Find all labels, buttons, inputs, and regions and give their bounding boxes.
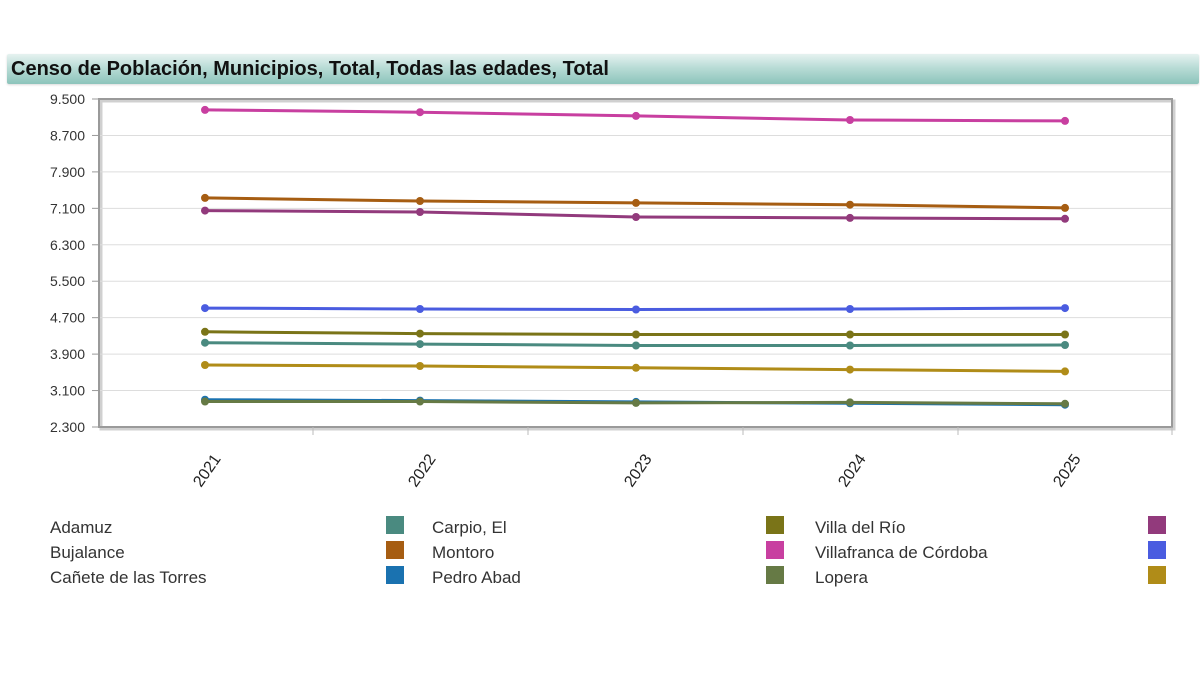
series-lopera[interactable] — [201, 361, 1069, 376]
y-tick-label: 8.700 — [50, 127, 85, 143]
data-point[interactable] — [1061, 341, 1069, 349]
data-point[interactable] — [632, 363, 640, 372]
data-point[interactable] — [632, 341, 640, 350]
data-point[interactable] — [632, 198, 640, 207]
legend-swatch-icon[interactable] — [766, 516, 784, 534]
legend-label[interactable]: Bujalance — [50, 543, 125, 562]
data-point[interactable] — [201, 327, 209, 336]
legend-label[interactable]: Lopera — [815, 568, 868, 587]
x-tick-label: 2025 — [1050, 451, 1084, 490]
legend-label[interactable]: Montoro — [432, 543, 495, 562]
x-tick-label: 2022 — [405, 451, 439, 490]
y-tick-label: 2.300 — [50, 419, 85, 435]
data-point[interactable] — [416, 362, 424, 370]
legend-swatch-icon[interactable] — [386, 541, 404, 559]
legend-swatch-icon[interactable] — [1148, 566, 1166, 584]
data-point[interactable] — [416, 340, 424, 349]
legend-swatch-icon[interactable] — [1148, 516, 1166, 534]
data-point[interactable] — [201, 361, 209, 369]
chart-title-bar: Censo de Población, Municipios, Total, T… — [7, 54, 1199, 84]
chart-legend: Adamuz Carpio, El Villa del Río Bujalance Mo… — [0, 512, 1200, 592]
legend-swatch-icon[interactable] — [386, 566, 404, 584]
x-tick-label: 2023 — [621, 451, 655, 490]
data-point[interactable] — [846, 200, 854, 209]
data-point[interactable] — [846, 398, 854, 407]
data-point[interactable] — [1061, 214, 1069, 223]
line-chart: 9.500 8.700 7.900 7.100 6.300 5.500 4.700 3.900… — [50, 91, 1176, 490]
data-point[interactable] — [846, 213, 854, 222]
legend-swatch-icon[interactable] — [386, 516, 404, 534]
data-point[interactable] — [1061, 367, 1069, 376]
y-tick-label: 6.300 — [50, 237, 85, 253]
data-point[interactable] — [632, 398, 640, 407]
y-tick-label: 3.100 — [50, 383, 85, 399]
legend-label[interactable]: Carpio, El — [432, 518, 507, 537]
y-tick-label: 3.900 — [50, 346, 85, 362]
data-point[interactable] — [201, 338, 209, 347]
legend-label[interactable]: Villafranca de Córdoba — [815, 543, 988, 562]
legend-swatch-icon[interactable] — [766, 566, 784, 584]
data-point[interactable] — [201, 397, 209, 406]
legend-swatch-icon[interactable] — [1148, 541, 1166, 559]
data-point[interactable] — [846, 330, 854, 339]
series-montoro[interactable] — [201, 105, 1069, 125]
data-point[interactable] — [201, 193, 209, 202]
y-tick-label: 5.500 — [50, 273, 85, 289]
data-point[interactable] — [416, 329, 424, 338]
series-villa-del-r-o[interactable] — [201, 206, 1069, 223]
data-point[interactable] — [1061, 304, 1069, 313]
data-point[interactable] — [632, 305, 640, 314]
chart-title: Censo de Población, Municipios, Total, T… — [11, 58, 609, 80]
data-point[interactable] — [416, 208, 424, 216]
legend-label[interactable]: Pedro Abad — [432, 568, 521, 587]
series-villafranca-de-c-rdoba[interactable] — [201, 304, 1069, 314]
x-tick-label: 2024 — [835, 451, 869, 490]
data-point[interactable] — [416, 305, 424, 313]
series-carpio-el[interactable] — [201, 327, 1069, 339]
data-point[interactable] — [846, 116, 854, 124]
legend-label[interactable]: Villa del Río — [815, 518, 906, 537]
series-adamuz[interactable] — [201, 338, 1069, 350]
x-tick-label: 2021 — [190, 451, 224, 490]
data-point[interactable] — [1061, 330, 1069, 339]
data-point[interactable] — [846, 305, 854, 313]
y-tick-label: 9.500 — [50, 91, 85, 107]
data-point[interactable] — [416, 108, 424, 117]
data-point[interactable] — [1061, 203, 1069, 212]
data-point[interactable] — [632, 213, 640, 221]
y-tick-label: 7.100 — [50, 200, 85, 216]
data-point[interactable] — [416, 397, 424, 406]
data-point[interactable] — [201, 304, 209, 313]
data-point[interactable] — [416, 197, 424, 205]
series-bujalance[interactable] — [201, 193, 1069, 212]
legend-swatch-icon[interactable] — [766, 541, 784, 559]
plot-area — [98, 98, 1173, 428]
series-pedro-abad[interactable] — [201, 397, 1069, 408]
y-tick-label: 7.900 — [50, 164, 85, 180]
data-point[interactable] — [632, 330, 640, 339]
data-point[interactable] — [1061, 399, 1069, 408]
y-tick-label: 4.700 — [50, 310, 85, 326]
legend-label[interactable]: Adamuz — [50, 518, 113, 537]
data-point[interactable] — [846, 365, 854, 374]
data-point[interactable] — [201, 206, 209, 215]
data-point[interactable] — [846, 341, 854, 350]
data-point[interactable] — [201, 105, 209, 114]
data-point[interactable] — [1061, 116, 1069, 125]
data-point[interactable] — [632, 111, 640, 120]
legend-label[interactable]: Cañete de las Torres — [50, 568, 207, 587]
